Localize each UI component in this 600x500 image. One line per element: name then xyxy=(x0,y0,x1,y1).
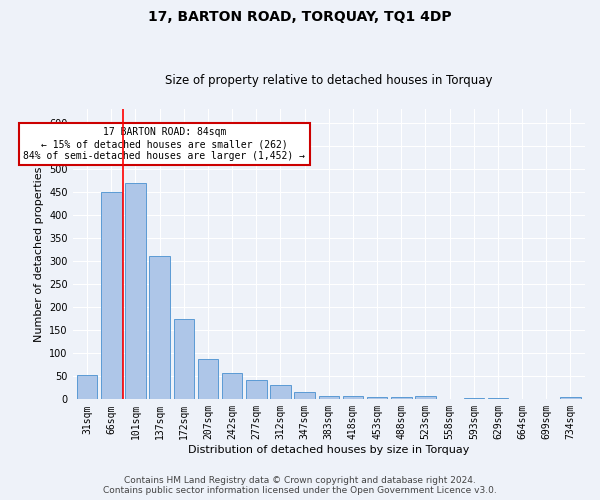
Bar xyxy=(246,380,266,400)
Text: 17, BARTON ROAD, TORQUAY, TQ1 4DP: 17, BARTON ROAD, TORQUAY, TQ1 4DP xyxy=(148,10,452,24)
Bar xyxy=(560,398,581,400)
Bar xyxy=(319,396,339,400)
Bar xyxy=(125,182,146,400)
Bar xyxy=(77,375,97,400)
Bar xyxy=(367,398,388,400)
Bar xyxy=(149,256,170,400)
Title: Size of property relative to detached houses in Torquay: Size of property relative to detached ho… xyxy=(165,74,493,87)
Bar xyxy=(488,398,508,400)
X-axis label: Distribution of detached houses by size in Torquay: Distribution of detached houses by size … xyxy=(188,445,470,455)
Text: Contains HM Land Registry data © Crown copyright and database right 2024.
Contai: Contains HM Land Registry data © Crown c… xyxy=(103,476,497,495)
Bar xyxy=(464,398,484,400)
Bar xyxy=(415,396,436,400)
Y-axis label: Number of detached properties: Number of detached properties xyxy=(34,166,44,342)
Bar xyxy=(198,359,218,400)
Text: 17 BARTON ROAD: 84sqm
← 15% of detached houses are smaller (262)
84% of semi-det: 17 BARTON ROAD: 84sqm ← 15% of detached … xyxy=(23,128,305,160)
Bar xyxy=(295,392,315,400)
Bar xyxy=(101,192,122,400)
Bar xyxy=(222,372,242,400)
Bar xyxy=(343,396,363,400)
Bar xyxy=(391,398,412,400)
Bar xyxy=(270,385,291,400)
Bar xyxy=(173,318,194,400)
